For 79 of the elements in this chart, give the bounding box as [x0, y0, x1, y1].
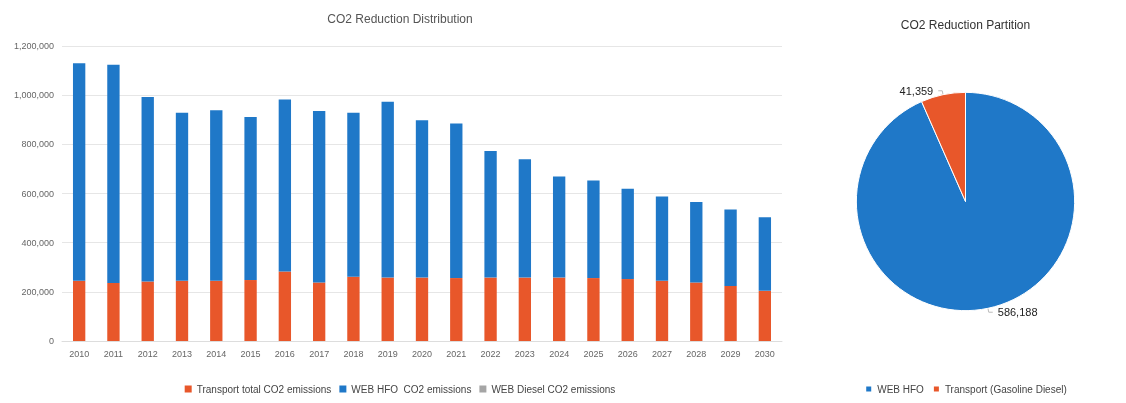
x-tick-label: 2015	[240, 348, 261, 359]
legend-label: Transport total CO2 emissions	[196, 383, 332, 395]
x-tick-label: 2022	[480, 348, 501, 359]
x-tick-label: 2010	[69, 348, 90, 359]
chart-title: CO2 Reduction Distribution	[327, 12, 473, 26]
bar	[484, 277, 497, 341]
bar	[518, 277, 532, 341]
y-tick-label: 0	[48, 336, 54, 346]
bar	[758, 217, 772, 291]
bar	[347, 112, 360, 277]
bar	[278, 271, 292, 341]
legend-label: WEB HFO CO2 emissions	[351, 383, 472, 395]
bar	[621, 188, 634, 280]
legend-label: WEB HFO	[877, 383, 925, 395]
bar	[655, 196, 669, 281]
x-tick-label: 2024	[549, 348, 570, 359]
x-tick-label: 2030	[754, 348, 775, 359]
x-tick-label: 2019	[377, 348, 398, 359]
bar	[347, 276, 360, 341]
y-tick-label: 200,000	[21, 286, 54, 297]
bar	[450, 278, 463, 341]
bar	[450, 123, 463, 279]
bar	[72, 63, 86, 281]
bar	[72, 280, 86, 341]
bar	[141, 281, 154, 341]
y-tick-label: 1,200,000	[13, 41, 54, 51]
bar	[690, 282, 703, 341]
x-tick-label: 2029	[720, 348, 741, 359]
x-tick-label: 2012	[137, 348, 158, 359]
bar	[107, 282, 120, 341]
legend-label: WEB Diesel CO2 emissions	[491, 383, 616, 395]
bar	[552, 277, 566, 341]
x-tick-label: 2017	[309, 348, 330, 359]
bar	[484, 150, 497, 278]
bar	[210, 280, 223, 341]
bar	[621, 279, 634, 341]
bar	[107, 64, 120, 283]
bar	[244, 117, 257, 281]
data-label: 41,359	[899, 84, 934, 97]
bar	[655, 280, 669, 341]
bar	[381, 277, 394, 341]
bar	[312, 110, 326, 283]
bar	[278, 99, 292, 272]
bar	[415, 120, 429, 278]
x-tick-label: 2020	[411, 348, 433, 359]
bar	[690, 202, 703, 283]
bar	[587, 278, 600, 341]
bar	[141, 96, 154, 282]
y-tick-label: 400,000	[21, 237, 54, 248]
x-tick-label: 2028	[686, 348, 707, 359]
bar	[210, 110, 223, 281]
bar	[518, 159, 532, 278]
bar	[415, 277, 429, 341]
y-tick-label: 600,000	[21, 188, 54, 199]
bar	[244, 280, 257, 341]
chart-title: CO2 Reduction Partition	[900, 18, 1031, 32]
x-tick-label: 2018	[343, 348, 364, 359]
bar	[552, 176, 566, 278]
x-tick-label: 2023	[514, 348, 535, 359]
y-tick-label: 800,000	[21, 139, 54, 150]
bar	[587, 180, 600, 279]
x-tick-label: 2011	[103, 348, 124, 359]
bar	[724, 209, 737, 286]
bar	[724, 285, 737, 341]
legend-label: Transport (Gasoline Diesel)	[944, 383, 1067, 395]
bar	[312, 282, 326, 341]
x-tick-label: 2025	[583, 348, 604, 359]
y-tick-label: 1,000,000	[13, 90, 54, 101]
bar	[175, 112, 189, 281]
x-tick-label: 2014	[206, 348, 227, 359]
x-tick-label: 2016	[274, 348, 295, 359]
data-label: 586,188	[997, 306, 1038, 319]
x-tick-label: 2027	[651, 348, 673, 359]
bar	[758, 290, 772, 341]
x-tick-label: 2013	[171, 348, 193, 359]
bar	[175, 280, 189, 341]
bar	[381, 101, 394, 278]
x-tick-label: 2021	[446, 348, 467, 359]
x-tick-label: 2026	[617, 348, 638, 359]
